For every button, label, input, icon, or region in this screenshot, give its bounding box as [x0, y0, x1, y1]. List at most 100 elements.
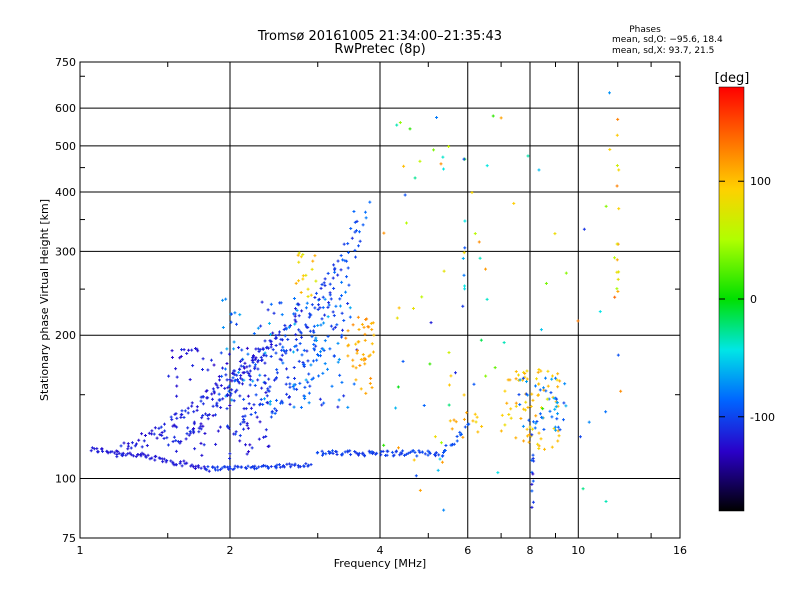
data-point — [249, 406, 253, 410]
data-point — [293, 463, 297, 467]
data-point — [336, 360, 340, 364]
data-point — [353, 220, 357, 224]
data-point — [305, 349, 309, 353]
colorbar-tick-label: 0 — [750, 293, 757, 306]
data-point — [195, 408, 199, 412]
data-point — [342, 319, 346, 323]
data-point — [227, 389, 231, 393]
data-point — [323, 339, 327, 343]
data-point — [283, 323, 287, 327]
data-point — [292, 366, 296, 370]
data-point — [331, 449, 335, 453]
data-point — [321, 453, 325, 457]
data-point — [541, 407, 545, 411]
data-point — [327, 450, 331, 454]
data-point — [587, 420, 591, 424]
data-point — [224, 297, 228, 301]
data-point — [499, 429, 503, 433]
data-point — [228, 452, 232, 456]
data-point — [169, 415, 173, 419]
data-point — [463, 287, 467, 291]
data-point — [617, 270, 621, 274]
data-point — [530, 427, 534, 431]
data-point — [530, 392, 534, 396]
data-point — [502, 341, 506, 345]
data-point — [227, 426, 231, 430]
data-point — [491, 114, 495, 118]
data-point — [411, 449, 415, 453]
data-point — [279, 337, 283, 341]
data-point — [323, 362, 327, 366]
data-point — [539, 369, 543, 373]
data-point — [558, 428, 562, 432]
data-point — [338, 304, 342, 308]
data-point — [533, 426, 537, 430]
data-point — [92, 447, 96, 451]
data-point — [301, 253, 305, 257]
data-point — [322, 281, 326, 285]
data-point — [124, 453, 128, 457]
data-point — [272, 378, 276, 382]
data-point — [326, 367, 330, 371]
data-point — [253, 357, 257, 361]
data-point — [462, 251, 466, 255]
data-point — [299, 290, 303, 294]
data-point — [248, 369, 252, 373]
data-point — [309, 363, 313, 367]
data-point — [254, 347, 258, 351]
data-point — [175, 394, 179, 398]
data-point — [340, 311, 344, 315]
data-point — [218, 398, 222, 402]
data-point — [505, 401, 509, 405]
data-point — [274, 351, 278, 355]
data-point — [311, 259, 315, 263]
data-point — [337, 357, 341, 361]
data-point — [322, 401, 326, 405]
data-point — [281, 361, 285, 365]
data-point — [242, 420, 246, 424]
data-point — [175, 425, 179, 429]
data-point — [197, 426, 201, 430]
data-point — [493, 366, 497, 370]
data-point — [304, 306, 308, 310]
data-point — [368, 353, 372, 357]
data-point — [336, 405, 340, 409]
data-point — [537, 447, 541, 451]
data-point — [304, 378, 308, 382]
data-point — [162, 422, 166, 426]
data-point — [180, 464, 184, 468]
data-point — [310, 303, 314, 307]
data-point — [534, 421, 538, 425]
data-point — [564, 271, 568, 275]
data-point — [288, 385, 292, 389]
data-point — [500, 413, 504, 417]
y-axis-label: Stationary phase Virtual Height [km] — [38, 199, 51, 401]
data-point — [420, 450, 424, 454]
data-point — [159, 425, 163, 429]
data-point — [415, 454, 419, 458]
data-point — [183, 409, 187, 413]
data-point — [288, 402, 292, 406]
data-point — [359, 357, 363, 361]
data-point — [329, 297, 333, 301]
data-point — [524, 392, 528, 396]
data-point — [527, 440, 531, 444]
data-point — [354, 366, 358, 370]
data-point — [461, 256, 465, 260]
data-point — [263, 381, 267, 385]
data-point — [129, 446, 133, 450]
data-point — [537, 168, 541, 172]
data-point — [298, 330, 302, 334]
data-point — [275, 409, 279, 413]
data-point — [317, 297, 321, 301]
data-point — [272, 311, 276, 315]
data-point — [269, 302, 273, 306]
data-point — [292, 387, 296, 391]
data-point — [530, 433, 534, 437]
data-point — [180, 348, 184, 352]
data-point — [126, 452, 130, 456]
data-point — [260, 464, 264, 468]
data-point — [228, 403, 232, 407]
data-point — [537, 382, 541, 386]
data-point — [200, 368, 204, 372]
